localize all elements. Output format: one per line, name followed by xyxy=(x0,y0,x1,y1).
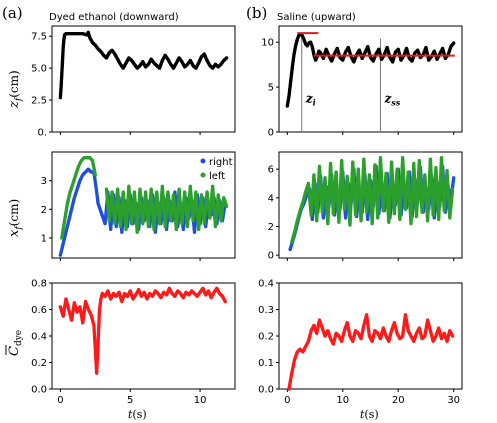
y-tick-label: 5 xyxy=(268,83,274,94)
y-tick-label: 0 xyxy=(268,251,274,262)
y-tick-label: 3 xyxy=(41,176,47,187)
y-tick-label: 10 xyxy=(261,38,274,49)
data-point xyxy=(451,41,456,45)
y-tick-label: 0.0 xyxy=(31,385,47,396)
series-left xyxy=(290,156,455,244)
series-s0 xyxy=(58,30,229,100)
ylabel-cdye: Cdye xyxy=(5,330,24,356)
title-saline: Saline (upward) xyxy=(277,12,356,23)
data-point xyxy=(224,56,229,60)
marker-label: zss xyxy=(383,91,400,107)
xlabel-left: t(s) xyxy=(128,408,147,421)
marker-label: zi xyxy=(305,91,316,107)
data-point xyxy=(93,173,98,177)
y-tick-label: 0.6 xyxy=(31,305,47,316)
legend-marker-left xyxy=(200,172,206,178)
panel-b-top: 0 5 10 zi zss xyxy=(261,25,463,139)
y-tick-label: 0.8 xyxy=(31,279,47,290)
panel-a-top: 0. 2.5 5.0 7.5 xyxy=(31,25,236,139)
x-tick-label: 0 xyxy=(57,395,63,406)
y-tick-label: 0.2 xyxy=(31,358,47,369)
data-point xyxy=(223,299,227,304)
panel-label-b: (b) xyxy=(246,4,267,22)
y-tick-label: 5.0 xyxy=(31,64,47,75)
panel-b-mid: 0 2 4 6 xyxy=(268,151,463,262)
data-point xyxy=(451,176,456,180)
y-tick-label: 1 xyxy=(41,233,47,244)
y-tick-label: 0. xyxy=(37,128,47,139)
x-tick-label: 5 xyxy=(127,395,133,406)
y-tick-label: 0.4 xyxy=(31,332,47,343)
legend-marker-right xyxy=(200,158,206,164)
y-tick-label: 7.5 xyxy=(31,32,47,43)
x-tick-label: 10 xyxy=(194,395,207,406)
y-tick-label: 2.5 xyxy=(31,96,47,107)
legend-label-left: left xyxy=(209,171,225,182)
ylabel-xf: xf(cm) xyxy=(7,199,24,237)
y-tick-label: 2 xyxy=(268,222,274,233)
title-ethanol: Dyed ethanol (downward) xyxy=(49,12,179,23)
data-point xyxy=(224,204,229,209)
y-tick-label: 6 xyxy=(268,165,274,176)
y-tick-label: 4 xyxy=(268,193,274,204)
panel-a-bot: 0 5 10 0.0 0.2 0.4 0.6 0.8 xyxy=(31,279,236,406)
ylabel-zf: zf(cm) xyxy=(7,70,24,109)
series-left xyxy=(60,156,229,240)
legend-label-right: right xyxy=(209,157,233,168)
legend: right left xyxy=(200,157,233,182)
y-tick-label: 2 xyxy=(41,205,47,216)
xlabel-right: t(s) xyxy=(360,408,379,421)
panel-a-mid: 1 2 3 right left xyxy=(41,151,236,261)
y-tick-label: 0 xyxy=(268,128,274,139)
panel-label-a: (a) xyxy=(2,4,23,22)
series-s0 xyxy=(58,286,227,375)
